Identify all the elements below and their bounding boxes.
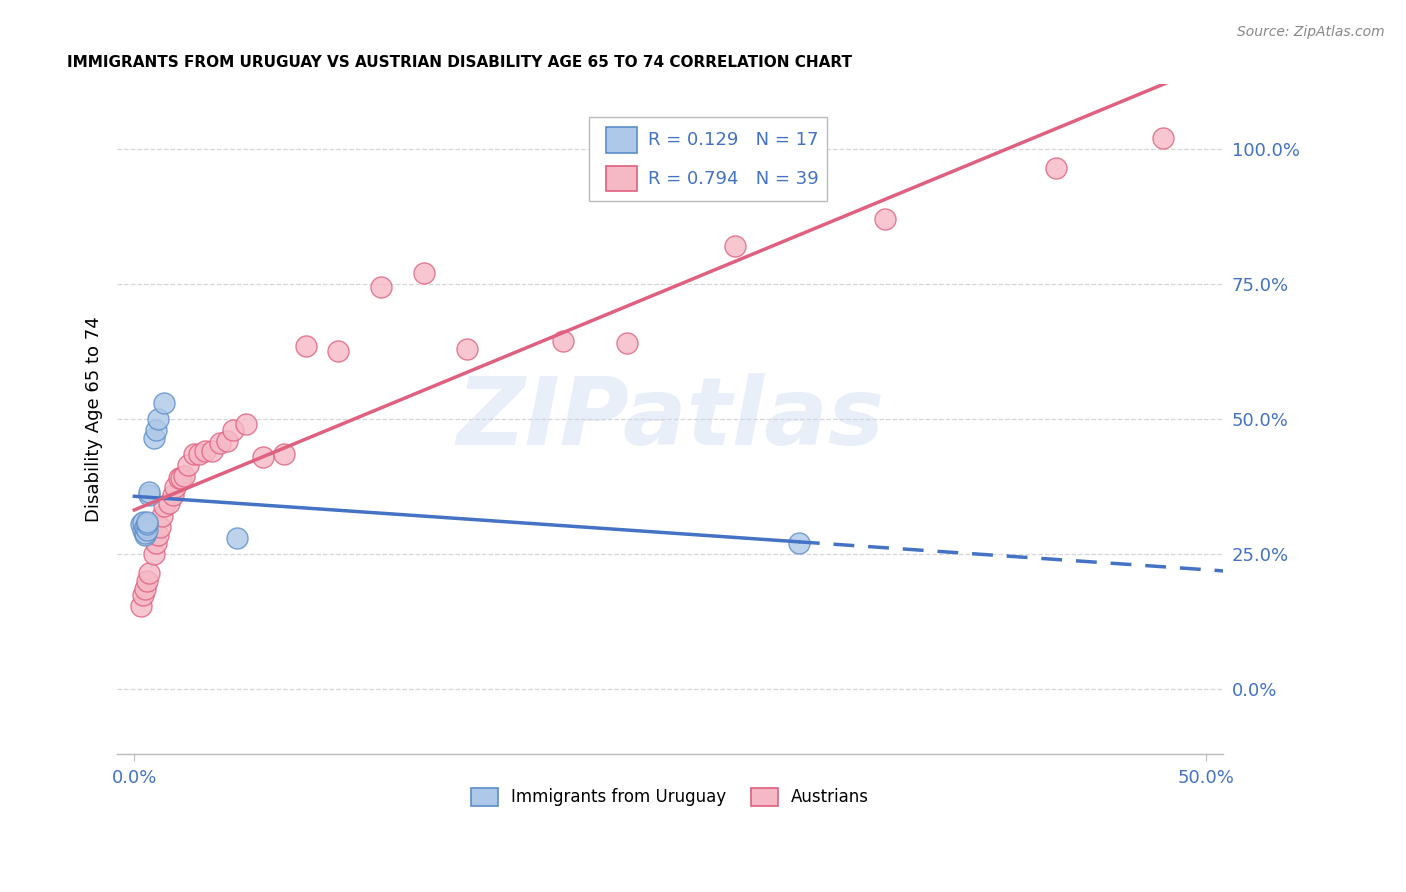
Point — [142, 431, 165, 445]
Point — [132, 523, 155, 537]
Point — [136, 523, 159, 537]
Point — [187, 447, 209, 461]
Text: R = 0.129   N = 17: R = 0.129 N = 17 — [648, 131, 818, 149]
Point — [138, 566, 160, 580]
Point — [1152, 131, 1174, 145]
Point — [723, 239, 745, 253]
Text: Source: ZipAtlas.com: Source: ZipAtlas.com — [1237, 25, 1385, 39]
Point — [134, 525, 156, 540]
Point — [173, 468, 195, 483]
Bar — [606, 128, 637, 153]
Point — [1045, 161, 1067, 175]
Y-axis label: Disability Age 65 to 74: Disability Age 65 to 74 — [86, 316, 103, 522]
Point — [129, 599, 152, 613]
Point — [134, 528, 156, 542]
FancyBboxPatch shape — [589, 118, 827, 201]
Point — [370, 279, 392, 293]
Point — [149, 520, 172, 534]
Legend: Immigrants from Uruguay, Austrians: Immigrants from Uruguay, Austrians — [464, 780, 876, 813]
Point — [215, 434, 238, 448]
Text: R = 0.794   N = 39: R = 0.794 N = 39 — [648, 169, 818, 187]
Point — [138, 488, 160, 502]
Point — [142, 547, 165, 561]
Point — [132, 588, 155, 602]
Point — [326, 344, 349, 359]
Point — [177, 458, 200, 472]
Point — [873, 211, 896, 226]
Point — [145, 423, 167, 437]
Point — [153, 499, 176, 513]
Point — [157, 496, 180, 510]
Point — [132, 515, 155, 529]
Point — [145, 536, 167, 550]
Point — [226, 531, 249, 545]
Point — [222, 423, 245, 437]
Point — [252, 450, 274, 464]
Point — [153, 396, 176, 410]
Point — [146, 528, 169, 542]
Point — [412, 266, 434, 280]
Point — [162, 488, 184, 502]
Point — [616, 336, 638, 351]
Point — [295, 339, 318, 353]
Point — [136, 517, 159, 532]
Point — [787, 536, 810, 550]
Point — [170, 471, 193, 485]
Point — [183, 447, 205, 461]
Point — [136, 515, 159, 529]
Point — [165, 480, 187, 494]
Point — [138, 485, 160, 500]
Point — [150, 509, 173, 524]
Point — [456, 342, 478, 356]
Point — [134, 520, 156, 534]
Point — [169, 471, 191, 485]
Point — [551, 334, 574, 348]
Point — [235, 417, 257, 432]
Point — [194, 444, 217, 458]
Point — [209, 436, 232, 450]
Point — [134, 582, 156, 597]
Text: ZIPatlas: ZIPatlas — [456, 373, 884, 465]
Point — [129, 517, 152, 532]
Point — [136, 574, 159, 589]
Point — [273, 447, 295, 461]
Point — [200, 444, 222, 458]
Bar — [606, 166, 637, 191]
Text: IMMIGRANTS FROM URUGUAY VS AUSTRIAN DISABILITY AGE 65 TO 74 CORRELATION CHART: IMMIGRANTS FROM URUGUAY VS AUSTRIAN DISA… — [67, 55, 852, 70]
Point — [146, 412, 169, 426]
